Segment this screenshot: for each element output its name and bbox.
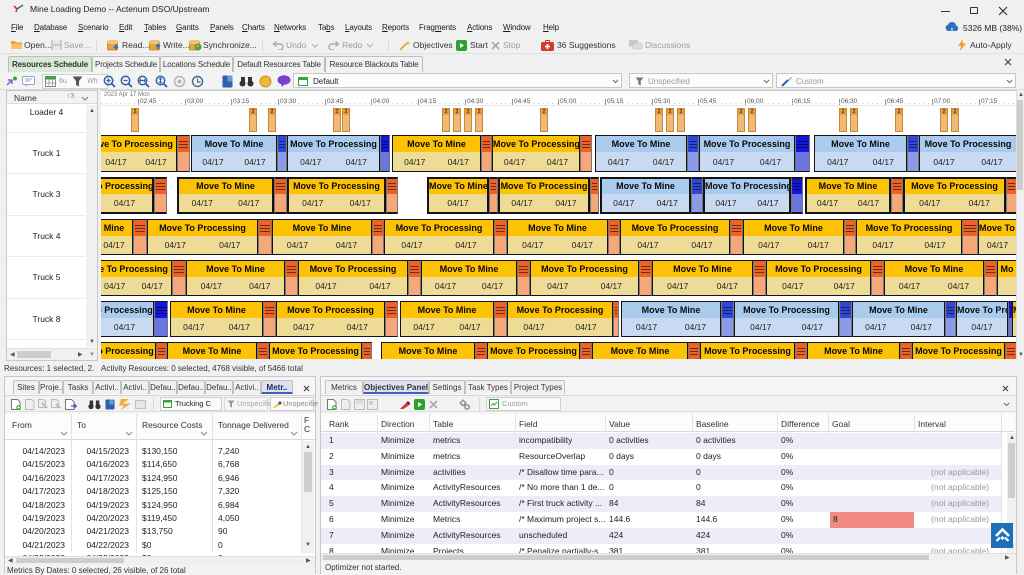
svg-text:n: n [951,27,954,33]
